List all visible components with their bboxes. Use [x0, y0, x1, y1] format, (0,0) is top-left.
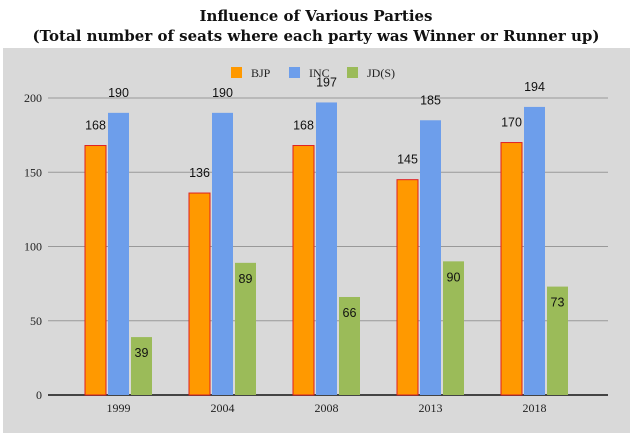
data-label: 185 — [420, 93, 441, 107]
y-tick-label: 200 — [24, 91, 42, 105]
data-label: 194 — [524, 80, 545, 94]
y-tick-label: 150 — [24, 165, 42, 179]
bar-bjp-2008 — [292, 145, 315, 396]
y-tick-label: 0 — [36, 388, 42, 402]
bar-jds-2013 — [443, 261, 464, 395]
legend-swatch-bjp — [231, 67, 242, 78]
data-label: 39 — [135, 346, 149, 360]
data-label: 168 — [85, 119, 106, 133]
bar-bjp-2018 — [500, 142, 523, 396]
bar-inc-2018 — [524, 106, 545, 395]
bars: 1999 168 190 39 2004 136 190 89 2008 168 197 66 2013… — [84, 75, 568, 415]
bar-jds-1999 — [131, 337, 152, 395]
data-label: 170 — [501, 116, 522, 130]
y-tick-label: 100 — [24, 240, 42, 254]
bar-bjp-2013 — [396, 179, 419, 396]
data-label: 145 — [397, 153, 418, 167]
bar-inc-2004 — [212, 112, 233, 395]
bar-jds-2008 — [339, 296, 360, 395]
x-tick-label: 2004 — [211, 401, 235, 415]
legend-swatch-inc — [289, 67, 300, 78]
data-label: 190 — [212, 86, 233, 100]
legend-swatch-jds — [347, 67, 358, 78]
x-tick-label: 1999 — [107, 401, 131, 415]
bar-bjp-2004 — [188, 192, 211, 396]
bar-inc-2013 — [420, 120, 441, 396]
data-label: 197 — [316, 75, 337, 89]
x-tick-label: 2018 — [523, 401, 547, 415]
legend-label: JD(S) — [367, 66, 395, 80]
y-tick-label: 50 — [30, 314, 42, 328]
chart-subtitle: (Total number of seats where each party … — [33, 27, 600, 45]
legend-label: BJP — [251, 66, 271, 80]
data-label: 89 — [239, 272, 253, 286]
data-label: 136 — [189, 166, 210, 180]
x-tick-label: 2008 — [315, 401, 339, 415]
data-label: 168 — [293, 119, 314, 133]
data-label: 190 — [108, 86, 129, 100]
bar-jds-2004 — [235, 262, 256, 395]
bar-inc-2008 — [316, 102, 337, 395]
bar-bjp-1999 — [84, 145, 107, 396]
data-label: 73 — [551, 296, 565, 310]
x-tick-label: 2013 — [419, 401, 443, 415]
bar-inc-1999 — [108, 112, 129, 395]
data-label: 90 — [447, 270, 461, 284]
legend-label: INC — [309, 66, 330, 80]
legend: BJP INC JD(S) — [231, 66, 395, 80]
chart-title: Influence of Various Parties — [199, 7, 432, 25]
data-label: 66 — [343, 306, 357, 320]
bar-jds-2018 — [547, 286, 568, 395]
